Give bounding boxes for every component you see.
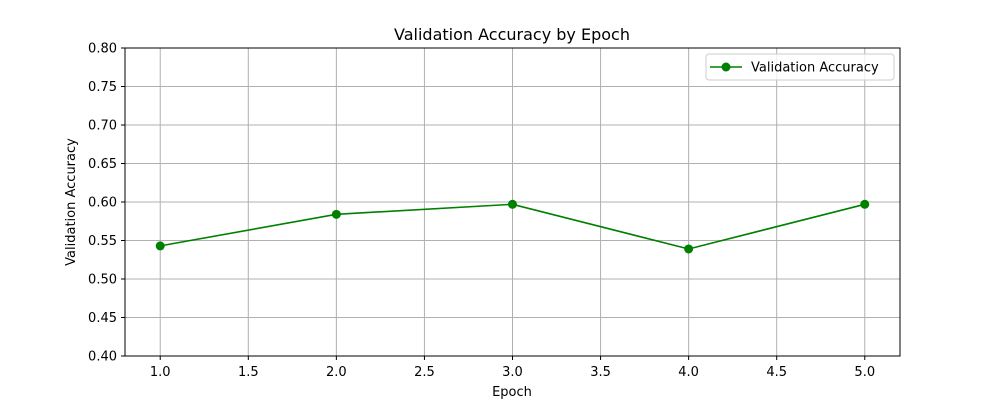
x-tick-label: 5.0 xyxy=(854,365,875,380)
x-tick-label: 2.5 xyxy=(414,365,435,380)
plot-area xyxy=(155,199,870,254)
x-axis-title: Epoch xyxy=(492,385,532,400)
y-tick-label: 0.45 xyxy=(88,311,117,326)
axes-frame xyxy=(124,47,901,357)
y-tick-label: 0.80 xyxy=(88,42,117,57)
x-tick-label: 1.5 xyxy=(238,365,259,380)
chart-title: Validation Accuracy by Epoch xyxy=(394,25,630,44)
legend: Validation Accuracy xyxy=(705,53,895,81)
y-tick-label: 0.65 xyxy=(88,157,117,172)
ticks: 1.0 1.5 2.0 2.5 3.0 3.5 4.0 4.5 5.0 0.40 0.45 0.50 0… xyxy=(88,42,875,381)
data-point xyxy=(155,241,165,251)
y-tick-label: 0.55 xyxy=(88,234,117,249)
data-point xyxy=(508,199,517,209)
y-tick-label: 0.40 xyxy=(88,350,117,365)
x-tick-label: 3.5 xyxy=(590,365,611,380)
y-tick-label: 0.75 xyxy=(88,80,117,95)
legend-label: Validation Accuracy xyxy=(751,61,879,76)
y-axis-title: Validation Accuracy xyxy=(64,138,79,266)
x-tick-label: 1.0 xyxy=(150,365,171,380)
y-tick-label: 0.60 xyxy=(88,196,117,211)
legend-marker-icon xyxy=(721,62,731,72)
x-tick-label: 4.0 xyxy=(678,365,699,380)
x-tick-label: 3.0 xyxy=(502,365,523,380)
y-tick-label: 0.70 xyxy=(88,119,117,134)
data-point xyxy=(860,199,870,209)
data-point xyxy=(684,244,694,254)
legend-box xyxy=(705,53,895,81)
y-tick-label: 0.50 xyxy=(88,273,117,288)
x-tick-label: 4.5 xyxy=(766,365,787,380)
x-tick-label: 2.0 xyxy=(326,365,347,380)
data-point xyxy=(331,209,341,219)
